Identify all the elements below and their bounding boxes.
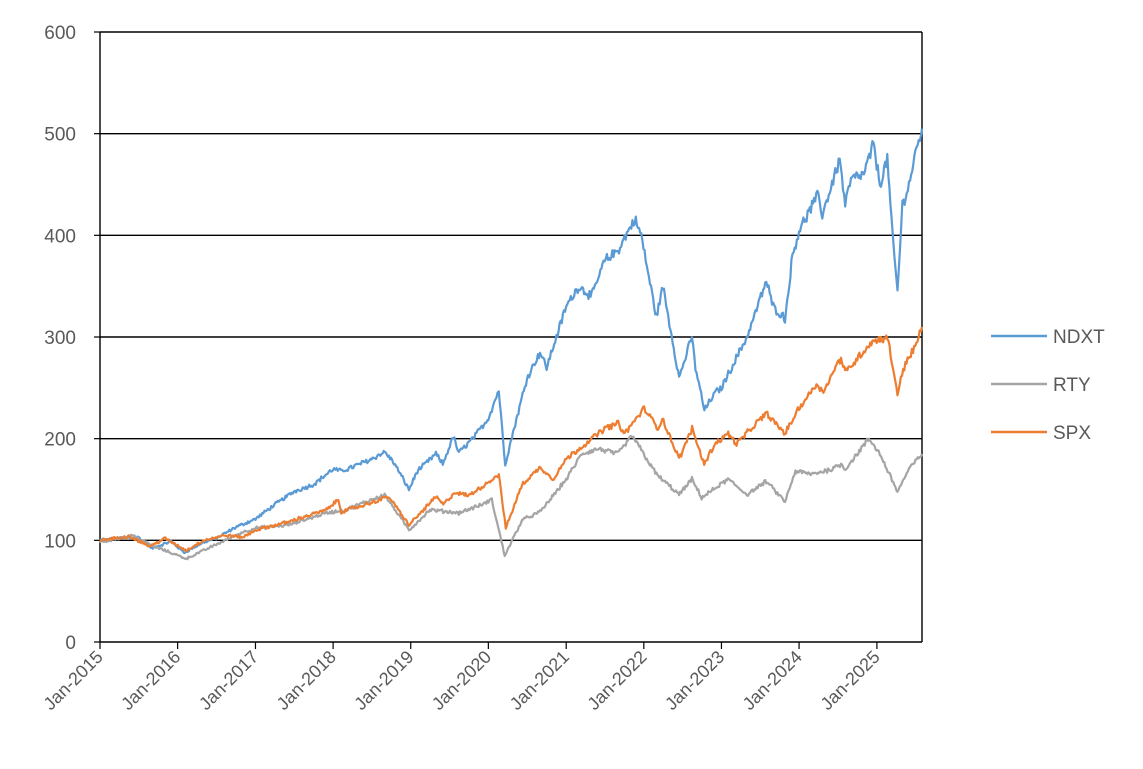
y-tick-label: 100	[44, 531, 76, 552]
plot-area	[99, 128, 924, 561]
y-tick-label: 400	[44, 226, 76, 247]
x-tick-label: Jan-2025	[817, 647, 884, 714]
x-tick-label: Jan-2018	[273, 647, 340, 714]
x-tick-label: Jan-2015	[40, 647, 107, 714]
y-tick-label: 0	[65, 633, 76, 654]
legend: NDXT RTY SPX	[991, 327, 1105, 444]
x-tick-label: Jan-2016	[117, 647, 184, 714]
x-tick-label: Jan-2020	[428, 647, 495, 714]
x-tick-label: Jan-2022	[583, 647, 650, 714]
x-tick-label: Jan-2023	[661, 647, 728, 714]
x-tick-label: Jan-2021	[506, 647, 573, 714]
y-tick-label: 300	[44, 328, 76, 349]
y-tick-label: 200	[44, 430, 76, 451]
legend-label-spx: SPX	[1053, 423, 1091, 444]
series-line-spx	[99, 326, 924, 553]
legend-label-rty: RTY	[1053, 375, 1091, 396]
x-tick-label: Jan-2017	[195, 647, 262, 714]
y-tick-label: 500	[44, 125, 76, 146]
legend-label-ndxt: NDXT	[1053, 327, 1105, 348]
x-tick-label: Jan-2024	[739, 647, 806, 714]
series-line-ndxt	[99, 128, 924, 555]
x-tick-label: Jan-2019	[350, 647, 417, 714]
grid	[100, 31, 922, 542]
y-tick-label: 600	[44, 23, 76, 44]
